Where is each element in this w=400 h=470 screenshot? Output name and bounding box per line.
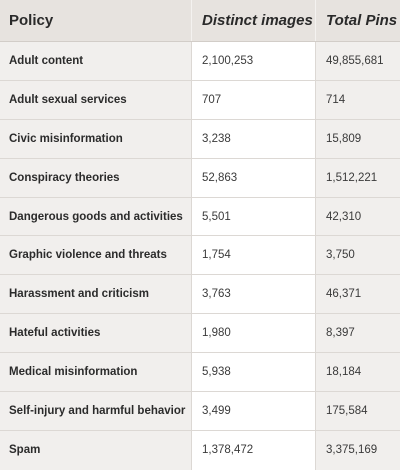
distinct-images-cell: 3,763 bbox=[191, 275, 315, 314]
table-body: Adult content 2,100,253 49,855,681 Adult se… bbox=[0, 42, 400, 470]
policy-cell: Graphic violence and threats bbox=[0, 236, 191, 275]
total-pins-cell: 8,397 bbox=[315, 314, 400, 353]
policy-cell: Harassment and criticism bbox=[0, 275, 191, 314]
header-distinct-images: Distinct images bbox=[191, 0, 315, 41]
distinct-images-cell: 2,100,253 bbox=[191, 42, 315, 80]
table-row: Graphic violence and threats 1,754 3,750 bbox=[0, 236, 400, 276]
total-pins-cell: 714 bbox=[315, 80, 400, 119]
total-pins-cell: 42,310 bbox=[315, 197, 400, 236]
distinct-images-cell: 1,754 bbox=[191, 236, 315, 275]
policy-cell: Spam bbox=[0, 430, 191, 470]
total-pins-cell: 15,809 bbox=[315, 119, 400, 158]
total-pins-cell: 46,371 bbox=[315, 275, 400, 314]
total-pins-cell: 18,184 bbox=[315, 353, 400, 392]
total-pins-cell: 175,584 bbox=[315, 392, 400, 430]
total-pins-cell: 1,512,221 bbox=[315, 158, 400, 197]
table-row: Conspiracy theories 52,863 1,512,221 bbox=[0, 158, 400, 198]
table-row: Civic misinformation 3,238 15,809 bbox=[0, 119, 400, 159]
policy-cell: Dangerous goods and activities bbox=[0, 197, 191, 236]
table-row: Medical misinformation 5,938 18,184 bbox=[0, 353, 400, 393]
total-pins-cell: 3,750 bbox=[315, 236, 400, 275]
table-row: Adult sexual services 707 714 bbox=[0, 80, 400, 120]
table-row: Self-injury and harmful behavior 3,499 175… bbox=[0, 392, 400, 431]
table-row: Adult content 2,100,253 49,855,681 bbox=[0, 42, 400, 81]
total-pins-cell: 3,375,169 bbox=[315, 430, 400, 470]
distinct-images-cell: 1,378,472 bbox=[191, 430, 315, 470]
table-row: Hateful activities 1,980 8,397 bbox=[0, 314, 400, 354]
table-row: Harassment and criticism 3,763 46,371 bbox=[0, 275, 400, 315]
distinct-images-cell: 1,980 bbox=[191, 314, 315, 353]
policy-cell: Self-injury and harmful behavior bbox=[0, 392, 191, 430]
policy-cell: Civic misinformation bbox=[0, 119, 191, 158]
distinct-images-cell: 3,499 bbox=[191, 392, 315, 430]
table-header: Policy Distinct images Total Pins bbox=[0, 0, 400, 42]
distinct-images-cell: 3,238 bbox=[191, 119, 315, 158]
policy-cell: Hateful activities bbox=[0, 314, 191, 353]
table-row: Dangerous goods and activities 5,501 42,31… bbox=[0, 197, 400, 237]
policy-cell: Medical misinformation bbox=[0, 353, 191, 392]
distinct-images-cell: 52,863 bbox=[191, 158, 315, 197]
header-policy: Policy bbox=[9, 12, 54, 29]
distinct-images-cell: 5,501 bbox=[191, 197, 315, 236]
distinct-images-cell: 707 bbox=[191, 80, 315, 119]
policy-cell: Adult content bbox=[0, 42, 191, 80]
header-total-pins: Total Pins bbox=[315, 0, 400, 41]
policy-cell: Conspiracy theories bbox=[0, 158, 191, 197]
distinct-images-cell: 5,938 bbox=[191, 353, 315, 392]
policy-cell: Adult sexual services bbox=[0, 80, 191, 119]
total-pins-cell: 49,855,681 bbox=[315, 42, 400, 80]
table-row: Spam 1,378,472 3,375,169 bbox=[0, 430, 400, 470]
